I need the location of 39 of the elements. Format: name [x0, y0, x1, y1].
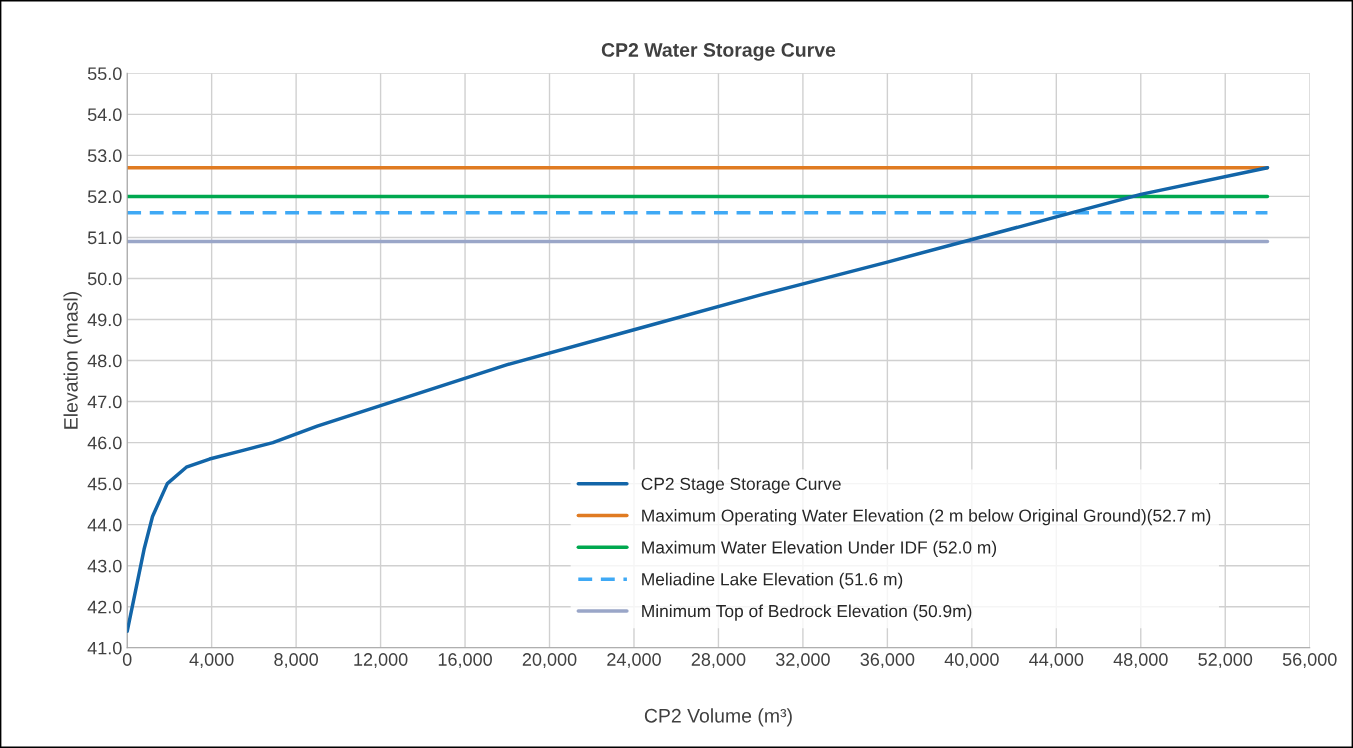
y-tick-label: 41.0: [87, 641, 122, 655]
x-axis-title: CP2 Volume (m³): [644, 708, 792, 727]
y-tick-label: 42.0: [87, 600, 122, 614]
x-tick-label: 56,000: [1282, 653, 1337, 669]
x-tick-label: 36,000: [860, 653, 915, 669]
y-tick-label: 52.0: [87, 190, 122, 204]
x-tick-label: 52,000: [1198, 653, 1253, 669]
x-tick-label: 24,000: [607, 653, 661, 669]
y-tick-label: 44.0: [87, 518, 122, 532]
legend-label: Maximum Operating Water Elevation (2 m below Original Ground)(52.7 m): [642, 509, 1211, 526]
y-tick-label: 49.0: [87, 313, 122, 327]
y-tick-label: 47.0: [87, 395, 122, 409]
legend-label: CP2 Stage Storage Curve: [641, 477, 841, 494]
x-tick-label: 12,000: [354, 653, 408, 669]
y-tick-label: 43.0: [87, 559, 122, 573]
y-tick-label: 51.0: [87, 231, 122, 245]
legend-label: Minimum Top of Bedrock Elevation (50.9m): [642, 604, 972, 621]
x-tick-label: 8,000: [274, 653, 318, 669]
y-tick-label: 54.0: [87, 108, 122, 122]
x-tick-label: 40,000: [944, 653, 999, 669]
x-tick-label: 28,000: [691, 653, 746, 669]
x-tick-label: 48,000: [1113, 653, 1168, 669]
legend-label: Meliadine Lake Elevation (51.6 m): [642, 572, 903, 589]
x-tick-label: 0: [122, 653, 132, 666]
x-tick-label: 32,000: [775, 653, 830, 669]
legend-label: Maximum Water Elevation Under IDF (52.0 m): [642, 540, 997, 558]
y-tick-label: 50.0: [87, 272, 122, 286]
x-tick-label: 4,000: [189, 653, 234, 669]
chart-title: CP2 Water Storage Curve: [601, 43, 836, 61]
x-tick-label: 20,000: [522, 653, 577, 669]
x-tick-label: 44,000: [1029, 653, 1084, 669]
y-tick-label: 55.0: [87, 67, 122, 81]
line-series: [127, 165, 1270, 634]
y-axis-title: Elevation (masl): [63, 292, 82, 429]
y-tick-label: 46.0: [87, 436, 122, 450]
y-tick-label: 53.0: [87, 149, 122, 163]
y-tick-label: 45.0: [87, 477, 122, 491]
y-tick-label: 48.0: [87, 354, 122, 368]
x-tick-label: 16,000: [438, 653, 492, 669]
